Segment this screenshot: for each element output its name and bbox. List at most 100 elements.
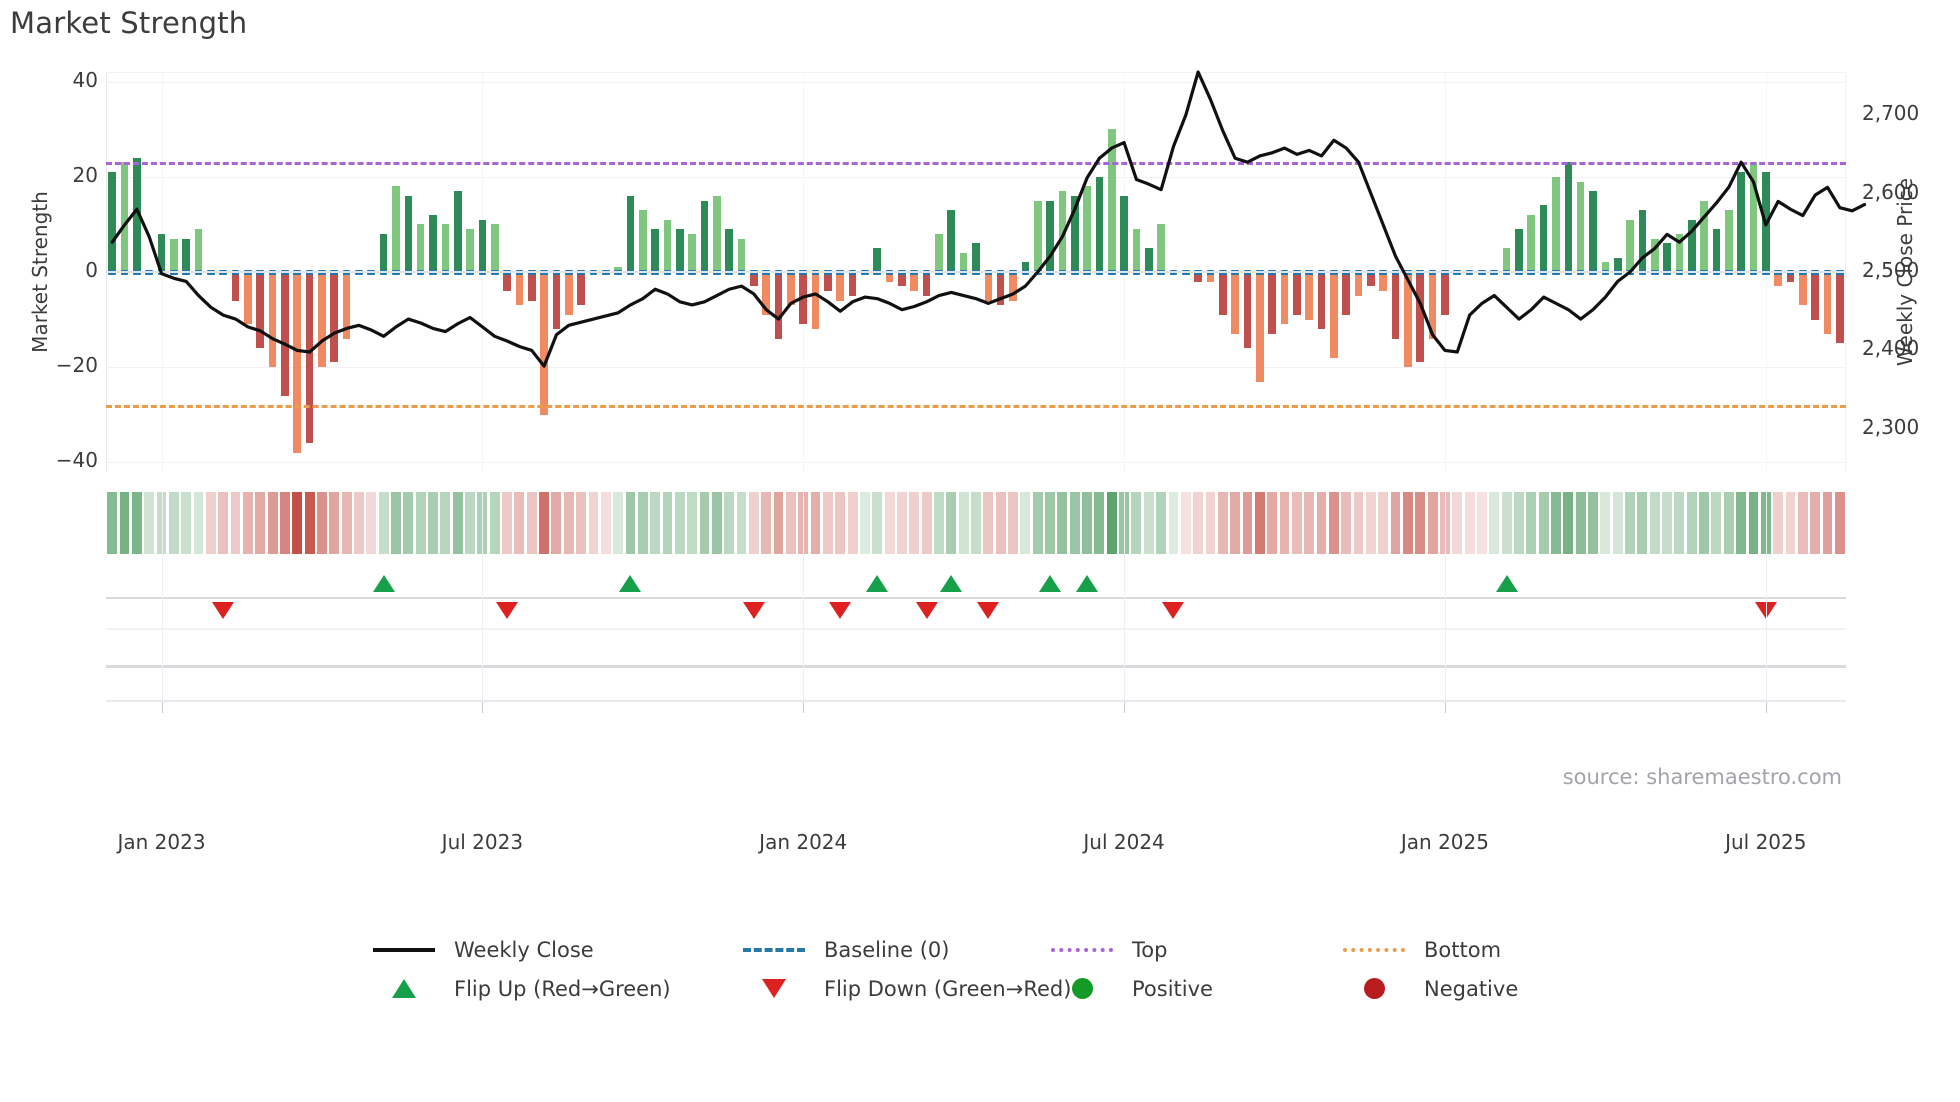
heat-strip-cell <box>835 492 846 554</box>
heat-strip-cell <box>205 492 216 554</box>
legend-item-negative[interactable]: Negative <box>1340 969 1518 1008</box>
strength-bar <box>1564 162 1573 272</box>
strength-bar <box>959 252 968 272</box>
heat-strip-cell <box>280 492 290 554</box>
flip-down-marker[interactable] <box>1162 602 1185 619</box>
flip-down-marker[interactable] <box>977 602 1000 619</box>
strength-bar <box>1712 229 1721 272</box>
flip-up-marker[interactable] <box>619 575 642 592</box>
flip-up-marker[interactable] <box>866 575 889 592</box>
strength-bar <box>1317 272 1326 330</box>
flip-down-marker[interactable] <box>742 602 765 619</box>
strength-bar <box>787 272 795 306</box>
legend-label: Baseline (0) <box>824 937 950 962</box>
strength-bar <box>873 248 882 272</box>
heat-strip-cell <box>1180 492 1191 554</box>
strength-bar <box>885 272 894 282</box>
heat-strip-cell <box>1205 492 1216 554</box>
strength-bar <box>1626 219 1634 272</box>
heat-strip-cell <box>144 492 155 554</box>
strength-bar <box>1280 272 1289 325</box>
strength-bar <box>392 186 400 272</box>
strength-bar <box>725 229 733 272</box>
heat-strip-cell <box>650 492 661 554</box>
strength-bar <box>688 233 696 272</box>
strength-bar <box>1737 172 1745 272</box>
heat-strip-cell <box>1254 492 1265 554</box>
x-axis-tick-label: Jan 2025 <box>1400 830 1489 854</box>
legend-item-weekly-close[interactable]: Weekly Close <box>370 930 594 969</box>
strength-bar <box>1774 272 1782 287</box>
heat-strip-cell <box>1760 492 1771 554</box>
flip-down-marker[interactable] <box>212 602 235 619</box>
heat-strip-cell <box>1834 492 1845 554</box>
legend-item-flip-up[interactable]: Flip Up (Red→Green) <box>370 969 671 1008</box>
heat-strip-cell <box>860 492 870 554</box>
heat-strip-cell <box>600 492 611 554</box>
heat-strip-cell <box>995 492 1006 554</box>
legend-item-flip-down[interactable]: Flip Down (Green→Red) <box>740 969 1071 1008</box>
legend-item-bottom[interactable]: Bottom <box>1340 930 1501 969</box>
strength-bar <box>305 272 314 444</box>
y-axis-left-tick: −40 <box>55 448 98 473</box>
heat-strip-cell <box>1020 492 1031 554</box>
strength-bar <box>108 172 116 272</box>
dashed-line-swatch-icon <box>740 947 808 952</box>
flip-down-marker[interactable] <box>496 602 519 619</box>
strength-bar <box>984 272 993 301</box>
flip-up-marker[interactable] <box>372 575 395 592</box>
strength-bar <box>1058 191 1067 272</box>
legend-item-positive[interactable]: Positive <box>1048 969 1213 1008</box>
heat-strip-cell <box>526 492 537 554</box>
strength-bar <box>1157 224 1165 272</box>
grid-line-vertical <box>1444 492 1446 708</box>
heat-strip-cell <box>1501 492 1512 554</box>
heat-strip-cell <box>1736 492 1747 554</box>
flip-up-marker[interactable] <box>940 575 963 592</box>
chart-legend: Weekly Close Baseline (0) Top Bottom Fli… <box>370 930 1610 1008</box>
heat-strip-cell <box>563 492 574 554</box>
strength-bar <box>194 229 203 272</box>
flip-down-marker[interactable] <box>915 602 938 619</box>
strength-bar <box>244 272 252 325</box>
flip-up-marker[interactable] <box>1076 575 1099 592</box>
legend-item-baseline[interactable]: Baseline (0) <box>740 930 949 969</box>
heat-strip-cell <box>674 492 685 554</box>
heat-strip-cell <box>1402 492 1413 554</box>
heat-strip-cell <box>1131 492 1142 554</box>
strength-bar <box>157 233 166 272</box>
flip-up-marker[interactable] <box>1039 575 1062 592</box>
heat-strip-cell <box>1575 492 1586 554</box>
heat-strip-cell <box>1106 492 1117 554</box>
heat-strip-cell <box>317 492 327 554</box>
strength-bar <box>133 157 141 272</box>
heat-strip-cell <box>1723 492 1734 554</box>
dot-red-icon <box>1340 978 1408 999</box>
flip-down-marker[interactable] <box>829 602 852 619</box>
strength-bar <box>848 272 857 296</box>
strength-bar <box>1132 229 1141 272</box>
flip-up-marker[interactable] <box>1495 575 1518 592</box>
strength-bar <box>947 210 956 272</box>
heat-strip-cell <box>131 492 142 554</box>
x-axis-tick-label: Jan 2024 <box>759 830 848 854</box>
heat-strip-cell <box>983 492 994 554</box>
heat-strip-cell <box>1365 492 1376 554</box>
strength-bar <box>120 162 129 272</box>
heat-strip-cell <box>1057 492 1068 554</box>
strength-bar <box>1576 181 1585 272</box>
dotted-line-swatch-icon <box>1048 947 1116 952</box>
legend-item-top[interactable]: Top <box>1048 930 1167 969</box>
heat-strip-cell <box>1686 492 1697 554</box>
strength-bar <box>256 272 265 349</box>
heat-strip-cell <box>971 492 981 554</box>
strength-bar <box>836 272 845 301</box>
strength-bar <box>737 238 746 272</box>
heat-strip-cell <box>1748 492 1759 554</box>
heat-strip-cell <box>625 492 636 554</box>
strength-bar <box>1107 129 1116 272</box>
strength-bar <box>638 210 647 272</box>
heat-strip-cell <box>1514 492 1524 554</box>
grid-line-vertical <box>803 492 805 708</box>
strength-bar <box>318 272 326 368</box>
